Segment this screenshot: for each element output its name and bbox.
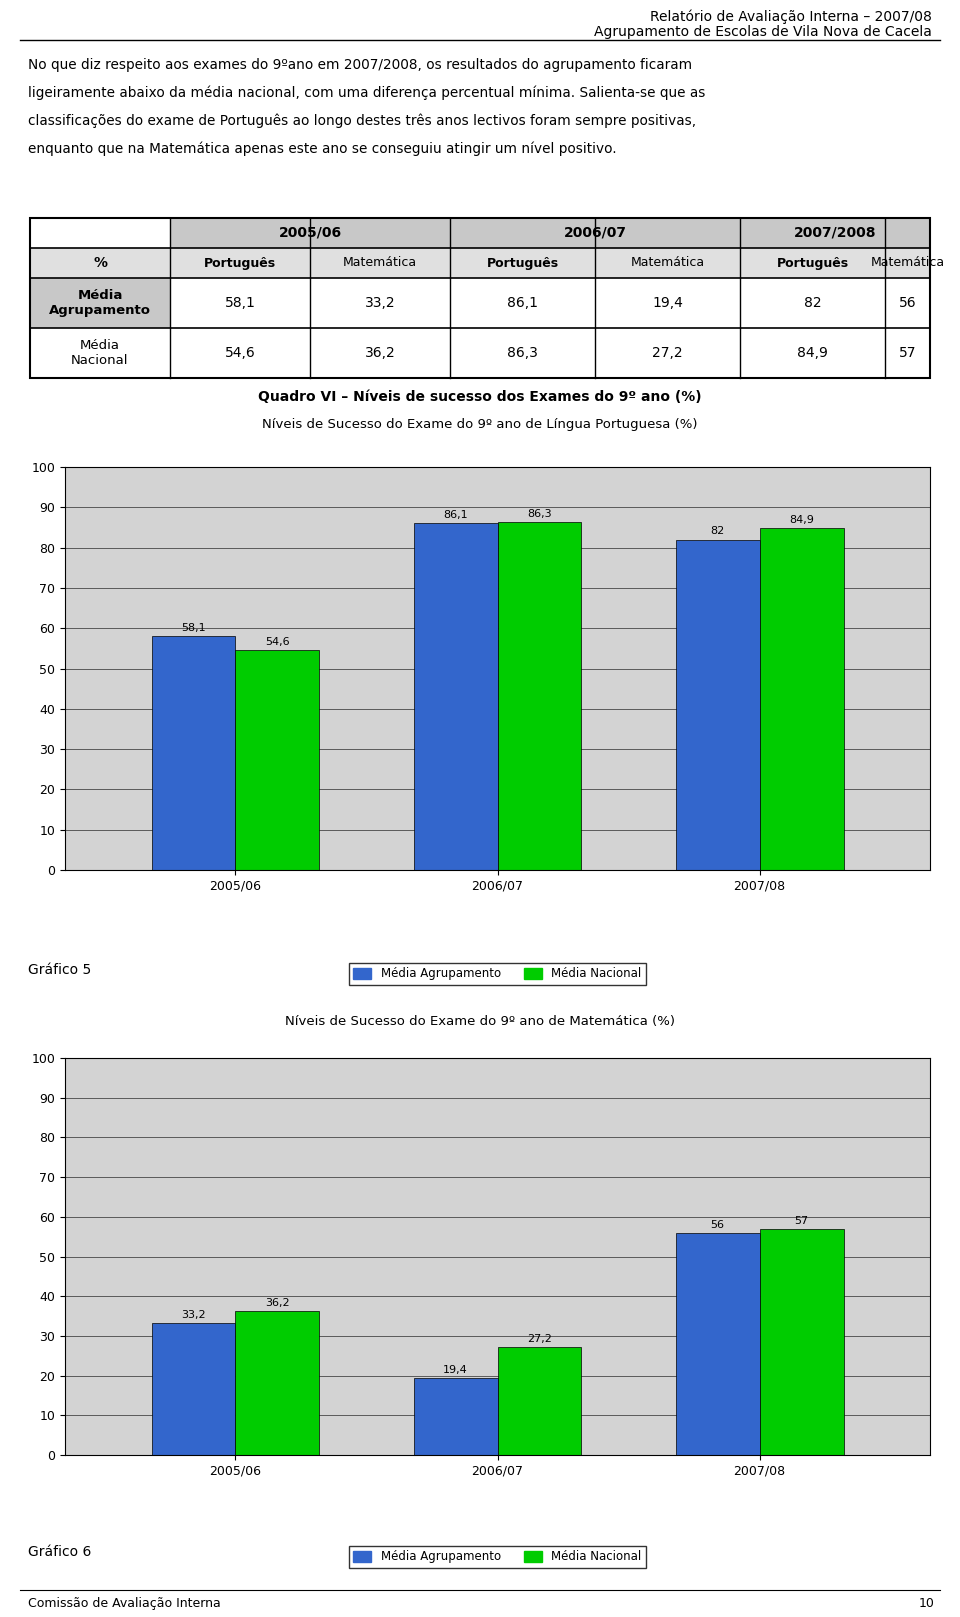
Text: 2007/2008: 2007/2008 [794,226,876,239]
Text: 33,2: 33,2 [181,1310,205,1319]
Text: 56: 56 [710,1219,725,1229]
Text: 54,6: 54,6 [265,637,290,647]
Text: ligeiramente abaixo da média nacional, com uma diferença percentual mínima. Sali: ligeiramente abaixo da média nacional, c… [28,86,706,100]
Text: Agrupamento de Escolas de Vila Nova de Cacela: Agrupamento de Escolas de Vila Nova de C… [594,24,932,39]
Bar [595,247,740,278]
Bar [885,247,930,278]
Text: Níveis de Sucesso do Exame do 9º ano de Língua Portuguesa (%): Níveis de Sucesso do Exame do 9º ano de … [262,419,698,432]
Bar [152,635,235,870]
Text: Gráfico 6: Gráfico 6 [28,1544,91,1559]
Bar [497,522,582,870]
Text: 10: 10 [919,1598,935,1611]
Text: classificações do exame de Português ao longo destes três anos lectivos foram se: classificações do exame de Português ao … [28,115,696,128]
Text: 27,2: 27,2 [652,346,683,361]
Text: 58,1: 58,1 [181,623,205,632]
Text: No que diz respeito aos exames do 9ºano em 2007/2008, os resultados do agrupamen: No que diz respeito aos exames do 9ºano … [28,58,692,73]
Bar [595,218,740,247]
Bar [414,522,497,870]
Text: Níveis de Sucesso do Exame do 9º ano de Matemática (%): Níveis de Sucesso do Exame do 9º ano de … [285,1015,675,1028]
Text: 82: 82 [710,526,725,537]
Text: 19,4: 19,4 [444,1365,468,1374]
Bar [310,247,450,278]
Bar [170,218,310,247]
Bar [450,218,595,247]
Bar [885,218,930,247]
Text: enquanto que na Matemática apenas este ano se conseguiu atingir um nível positiv: enquanto que na Matemática apenas este a… [28,142,616,157]
Text: Português: Português [777,257,849,270]
Text: 36,2: 36,2 [365,346,396,361]
Bar [30,247,170,278]
Text: Média
Nacional: Média Nacional [71,340,129,367]
Bar [30,218,930,378]
Text: 56: 56 [899,296,916,310]
Text: Gráfico 5: Gráfico 5 [28,964,91,977]
Text: Matemática: Matemática [871,257,945,270]
Text: 57: 57 [899,346,916,361]
Text: Relatório de Avaliação Interna – 2007/08: Relatório de Avaliação Interna – 2007/08 [650,10,932,24]
Bar [30,278,170,328]
Text: 27,2: 27,2 [527,1334,552,1344]
Text: 84,9: 84,9 [789,514,814,524]
Text: 2005/06: 2005/06 [278,226,342,239]
Text: Média
Agrupamento: Média Agrupamento [49,289,151,317]
Bar [740,218,885,247]
Text: 57: 57 [795,1216,808,1226]
Bar [740,247,885,278]
Bar [759,1229,844,1455]
Text: 82: 82 [804,296,822,310]
Text: Matemática: Matemática [631,257,705,270]
Bar [235,650,320,870]
Text: 2006/07: 2006/07 [564,226,627,239]
Bar [414,1378,497,1455]
Text: 19,4: 19,4 [652,296,683,310]
Text: 86,3: 86,3 [527,509,552,519]
Bar [450,247,595,278]
Text: Português: Português [487,257,559,270]
Legend: Média Agrupamento, Média Nacional: Média Agrupamento, Média Nacional [348,962,646,985]
Text: 33,2: 33,2 [365,296,396,310]
Bar [152,1323,235,1455]
Legend: Média Agrupamento, Média Nacional: Média Agrupamento, Média Nacional [348,1546,646,1568]
Text: 36,2: 36,2 [265,1298,290,1308]
Text: Quadro VI – Níveis de sucesso dos Exames do 9º ano (%): Quadro VI – Níveis de sucesso dos Exames… [258,390,702,404]
Bar [759,527,844,870]
Text: 54,6: 54,6 [225,346,255,361]
Bar [170,247,310,278]
Bar [676,1232,759,1455]
Text: 86,1: 86,1 [444,509,468,519]
Text: 86,1: 86,1 [507,296,538,310]
Bar [235,1311,320,1455]
Text: Português: Português [204,257,276,270]
Text: 86,3: 86,3 [507,346,538,361]
Bar [310,218,450,247]
Text: Matemática: Matemática [343,257,417,270]
Text: 58,1: 58,1 [225,296,255,310]
Text: Comissão de Avaliação Interna: Comissão de Avaliação Interna [28,1598,221,1611]
Text: %: % [93,255,107,270]
Text: 84,9: 84,9 [797,346,828,361]
Bar [676,540,759,870]
Bar [497,1347,582,1455]
